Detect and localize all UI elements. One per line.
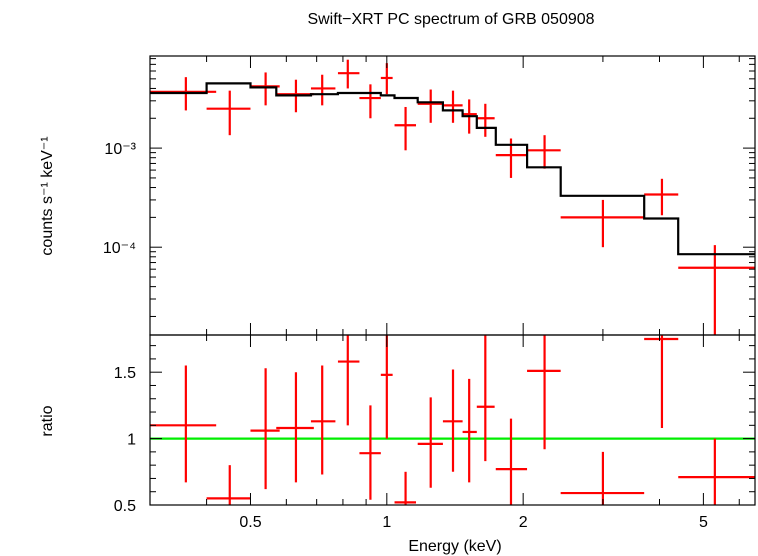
spectrum-data-point (560, 199, 645, 248)
ratio-data-point (394, 471, 417, 505)
ratio-y-tick-label: 1.5 (114, 365, 136, 382)
spectrum-data-point (310, 74, 336, 106)
ratio-data-point (560, 451, 645, 505)
spectrum-data-point (359, 84, 381, 119)
ratio-data-point (359, 405, 381, 500)
ratio-data-point (417, 397, 443, 488)
ratio-y-tick-label: 1 (127, 432, 136, 449)
x-axis-label: Energy (keV) (408, 538, 501, 555)
ratio-x-tick-label: 2 (519, 514, 528, 531)
ratio-y-tick-label: 0.5 (114, 498, 136, 515)
spectrum-data-point (527, 135, 561, 169)
ratio-panel: 0.5 1 1.5 0.5 1 2 5 (114, 334, 756, 531)
spectrum-data-point (206, 90, 251, 136)
spectrum-panel: 10⁻³ 10⁻⁴ (103, 55, 756, 336)
spectrum-data-point (380, 63, 393, 95)
y-axis-label-ratio: ratio (39, 405, 56, 436)
ratio-x-tick-label: 1 (382, 514, 391, 531)
spectrum-data-point (417, 89, 443, 123)
ratio-data-point (150, 365, 217, 483)
spectrum-y-tick-label: 10⁻⁴ (103, 240, 136, 257)
ratio-data-point (476, 335, 495, 462)
chart-title: Swift−XRT PC spectrum of GRB 050908 (307, 11, 594, 28)
spectrum-data-point (394, 106, 417, 151)
ratio-x-tick-label: 0.5 (239, 514, 261, 531)
ratio-x-tick-label: 5 (699, 514, 708, 531)
spectrum-y-tick-label: 10⁻³ (104, 141, 136, 158)
y-axis-label-spectrum: counts s⁻¹ keV⁻¹ (39, 136, 56, 255)
spectrum-data-point (678, 245, 755, 335)
ratio-data-point (206, 465, 251, 505)
ratio-data-point (527, 335, 561, 450)
ratio-data-point (462, 378, 477, 483)
ratio-data-point (276, 372, 314, 483)
ratio-data-point (442, 369, 463, 472)
spectrum-data-point (644, 178, 679, 216)
ratio-data-point (380, 335, 393, 439)
ratio-data-point (644, 335, 679, 428)
spectrum-data-point (337, 59, 360, 89)
spectrum-model-line (150, 82, 755, 256)
ratio-data-point (495, 418, 528, 505)
ratio-frame (149, 334, 756, 506)
ratio-data-point (678, 438, 755, 505)
ratio-data-point (250, 368, 280, 490)
spectrum-data-point (476, 103, 495, 137)
ratio-data-point (310, 365, 336, 475)
spectrum-data-point (442, 90, 463, 123)
ratio-data-point (337, 335, 360, 426)
